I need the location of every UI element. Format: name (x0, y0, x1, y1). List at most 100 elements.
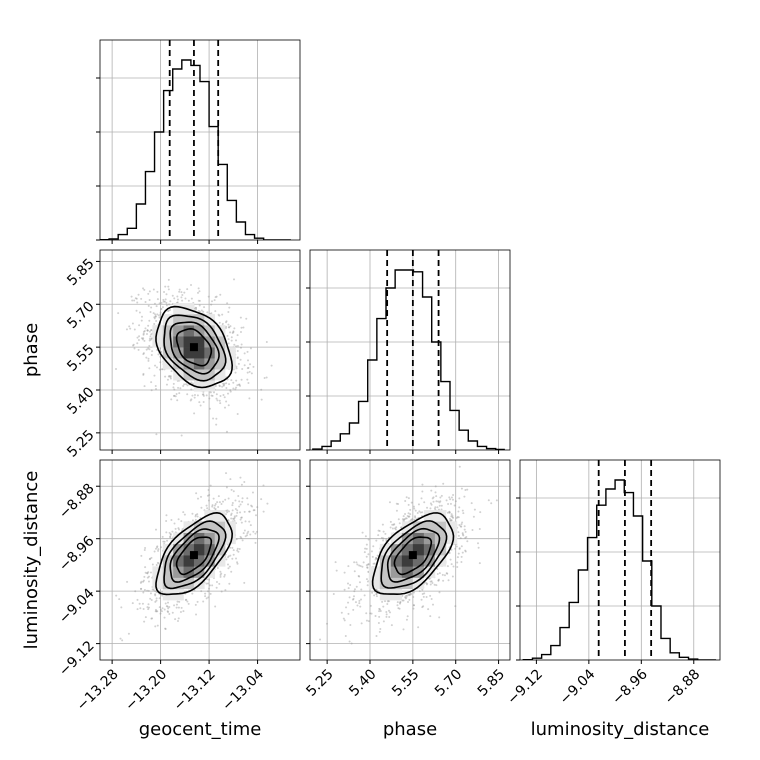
density-cell (152, 336, 164, 348)
sample-point (438, 572, 441, 575)
sample-point (146, 576, 149, 579)
sample-point (216, 399, 219, 402)
sample-point (239, 511, 242, 514)
density-cell (412, 555, 425, 567)
sample-point (140, 337, 143, 340)
sample-point (161, 535, 164, 538)
sample-point (463, 495, 466, 498)
sample-point (432, 496, 435, 499)
sample-point (452, 516, 455, 519)
sample-point (451, 516, 454, 519)
sample-point (150, 598, 153, 601)
sample-point (239, 535, 242, 538)
sample-point (454, 605, 457, 608)
sample-point (430, 489, 433, 492)
sample-point (243, 364, 246, 367)
sample-point (347, 582, 350, 585)
peak-marker (189, 551, 198, 560)
sample-point (225, 558, 228, 561)
sample-point (217, 495, 220, 498)
sample-point (352, 608, 355, 611)
sample-point (461, 533, 464, 536)
sample-point (183, 513, 186, 516)
sample-point (193, 412, 196, 415)
sample-point (375, 593, 378, 596)
sample-point (158, 316, 161, 319)
sample-point (194, 603, 197, 606)
panel-frame (519, 459, 721, 661)
sample-point (206, 494, 209, 497)
density-cell (173, 555, 184, 567)
sample-point (353, 570, 356, 573)
sample-point (464, 488, 467, 491)
sample-point (473, 508, 476, 511)
sample-point (202, 310, 205, 313)
sample-point (464, 549, 467, 552)
sample-point (226, 509, 229, 512)
sample-point (240, 483, 243, 486)
sample-point (436, 506, 439, 509)
density-cell (173, 303, 184, 315)
sample-point (395, 502, 398, 505)
sample-point (358, 599, 361, 602)
density-cell (214, 532, 226, 545)
sample-point (219, 293, 222, 296)
sample-point (477, 546, 480, 549)
density-cell (434, 555, 447, 567)
sample-point (210, 394, 213, 397)
density-cell (412, 577, 425, 590)
y-axis-luminosity_distance: −9.12 −9.04 −8.96 −8.88 (56, 481, 98, 680)
sample-point (407, 503, 410, 506)
sample-point (375, 595, 378, 598)
sample-point (457, 510, 460, 513)
sample-point (217, 505, 220, 508)
sample-point (364, 547, 367, 550)
sample-point (143, 339, 146, 342)
sample-point (168, 613, 171, 616)
sample-point (458, 465, 461, 468)
sample-point (174, 618, 177, 621)
sample-point (167, 610, 170, 613)
sample-point (431, 603, 434, 606)
sample-point (167, 607, 170, 610)
sample-point (149, 597, 152, 600)
sample-point (240, 378, 243, 381)
density-cell (225, 358, 236, 370)
sample-point (343, 619, 346, 622)
sample-point (165, 519, 168, 522)
sample-point (242, 326, 245, 329)
sample-point (385, 613, 388, 616)
sample-point (458, 547, 461, 550)
sample-point (190, 283, 193, 286)
sample-point (146, 329, 149, 332)
sample-point (372, 545, 375, 548)
sample-point (174, 527, 177, 530)
sample-point (189, 399, 192, 402)
sample-point (231, 502, 234, 505)
sample-point (437, 579, 440, 582)
sample-point (247, 530, 250, 533)
sample-point (228, 383, 231, 386)
sample-point (407, 512, 410, 515)
sample-point (149, 571, 152, 574)
sample-point (158, 368, 161, 371)
sample-point (142, 579, 145, 582)
sample-point (439, 496, 442, 499)
sample-point (445, 572, 448, 575)
sample-point (229, 389, 232, 392)
sample-point (378, 530, 381, 533)
sample-point (231, 546, 234, 549)
sample-point (168, 374, 171, 377)
sample-point (234, 388, 237, 391)
sample-point (147, 292, 150, 295)
sample-point (459, 537, 462, 540)
density-cell (434, 543, 447, 556)
sample-point (236, 547, 239, 550)
density-cell (162, 566, 174, 578)
sample-point (131, 322, 134, 325)
sample-point (376, 554, 379, 557)
sample-point (146, 329, 149, 332)
sample-point (152, 312, 155, 315)
sample-point (143, 588, 146, 591)
sample-point (446, 572, 449, 575)
